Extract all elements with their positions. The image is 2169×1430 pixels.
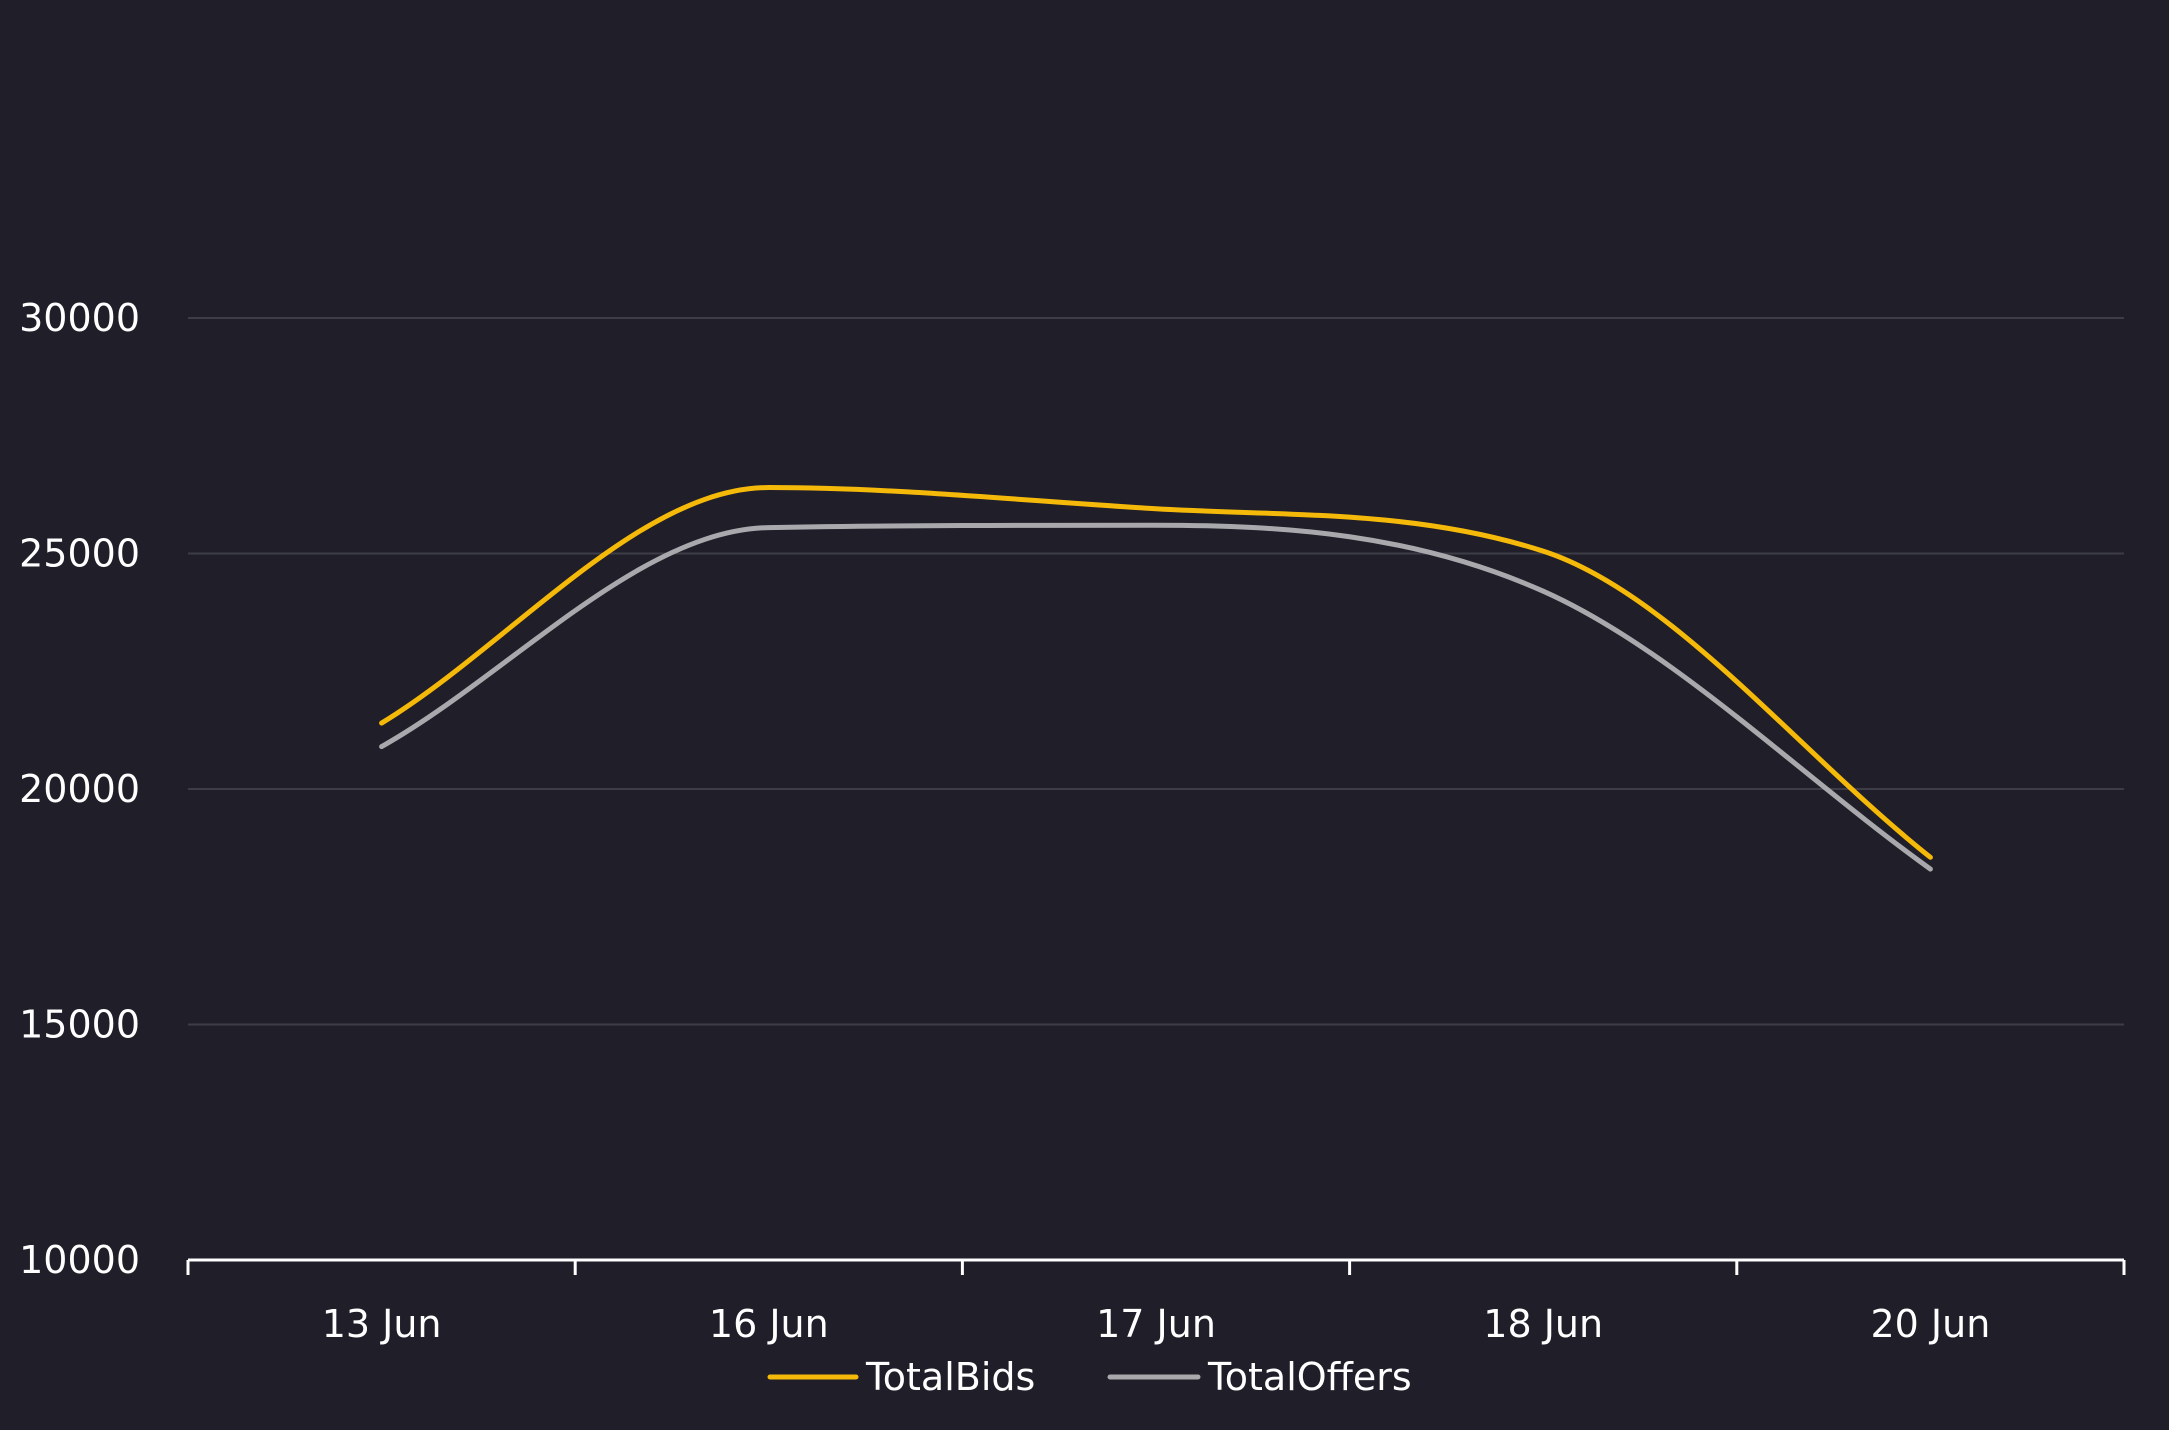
y-tick-label: 25000 (19, 532, 140, 576)
x-tick-label: 18 Jun (1483, 1302, 1603, 1346)
y-axis-ticks: 10000 15000 20000 25000 30000 (19, 296, 140, 1282)
series-lines (379, 485, 1933, 872)
y-tick-label: 10000 (19, 1238, 140, 1282)
legend: TotalBids TotalOffers (767, 1355, 1412, 1399)
grid-lines (188, 317, 2124, 1026)
y-tick-label: 20000 (19, 767, 140, 811)
series-line-totalbids (379, 485, 1933, 860)
x-axis (186, 1258, 2126, 1275)
x-axis-ticks: 13 Jun 16 Jun 17 Jun 18 Jun 20 Jun (322, 1302, 1991, 1346)
y-tick-label: 15000 (19, 1003, 140, 1047)
x-tick-label: 16 Jun (709, 1302, 829, 1346)
y-tick-label: 30000 (19, 296, 140, 340)
x-tick-label: 17 Jun (1096, 1302, 1216, 1346)
x-tick-label: 20 Jun (1870, 1302, 1990, 1346)
x-tick-label: 13 Jun (322, 1302, 442, 1346)
legend-label: TotalOffers (1207, 1355, 1412, 1399)
series-line-totaloffers (379, 522, 1933, 872)
legend-label: TotalBids (865, 1355, 1035, 1399)
